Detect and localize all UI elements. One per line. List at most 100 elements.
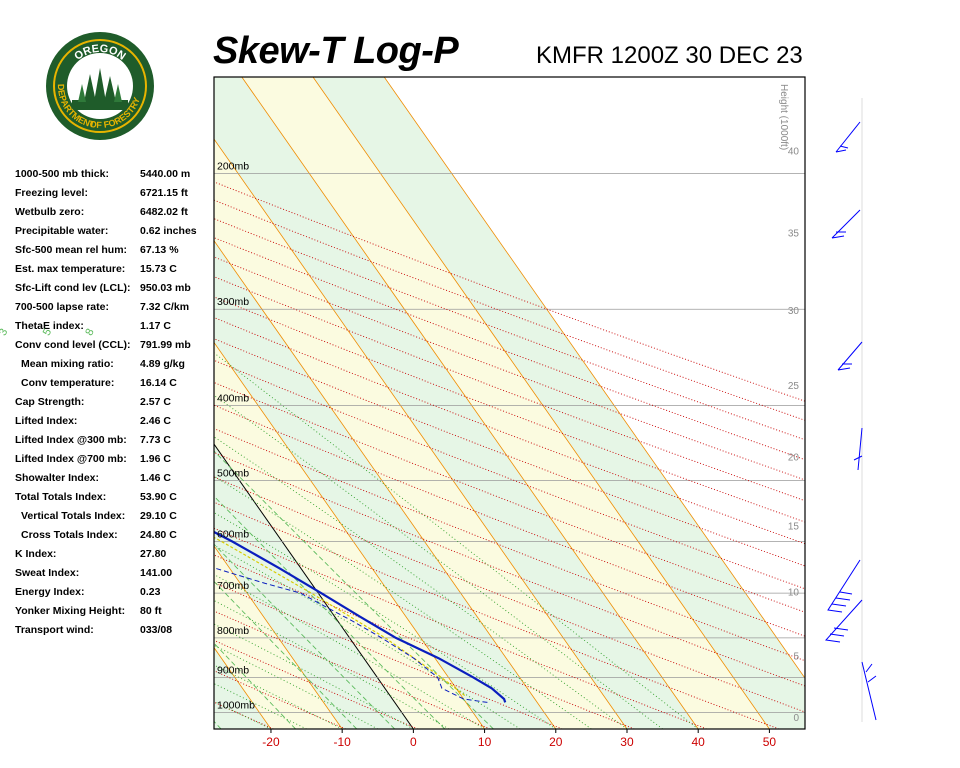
isotherm-line	[0, 77, 129, 729]
parameter-row: Energy Index: 0.23	[15, 586, 215, 605]
parameter-row: Transport wind: 033/08	[15, 624, 215, 643]
temperature-profile-line	[214, 530, 507, 703]
isotherm-line	[214, 341, 485, 729]
wind-barb-icon	[825, 599, 863, 643]
dry-adiabat-line	[214, 527, 707, 729]
dry-adiabat-line	[214, 451, 805, 687]
height-tick-label: 35	[788, 228, 800, 239]
parameter-row: Total Totals Index: 53.90 C	[15, 491, 215, 510]
parameter-label: Est. max temperature:	[15, 263, 126, 275]
parameter-row: Precipitable water: 0.62 inches	[15, 225, 215, 244]
parameter-label: Precipitable water:	[15, 225, 109, 237]
moist-adiabat-line	[214, 475, 592, 729]
parameter-value: 1.17 C	[140, 320, 171, 332]
height-tick-label: 25	[788, 381, 800, 392]
parameter-label: Cross Totals Index:	[21, 529, 118, 541]
parameter-value: 6721.15 ft	[140, 187, 188, 199]
parameter-value: 67.13 %	[140, 244, 179, 256]
parameter-row: Freezing level: 6721.15 ft	[15, 187, 215, 206]
logo-tree-icon	[78, 84, 86, 102]
parameter-label: Freezing level:	[15, 187, 88, 199]
pressure-label: 300mb	[217, 296, 249, 308]
parameter-label: Showalter Index:	[15, 472, 100, 484]
isotherm-band	[0, 77, 200, 729]
parameter-label: Sfc-Lift cond lev (LCL):	[15, 282, 131, 294]
dry-adiabat-line	[214, 317, 805, 545]
parameter-value: 0.62 inches	[140, 225, 197, 237]
height-tick-label: 0	[793, 713, 799, 724]
isotherm-line	[214, 240, 557, 729]
x-tick-label: 20	[549, 735, 563, 749]
isotherm-line	[214, 138, 628, 729]
parameter-value: 4.89 g/kg	[140, 358, 185, 370]
moist-adiabat-line	[214, 436, 628, 729]
parameter-label: Wetbulb zero:	[15, 206, 85, 218]
sounding-parameters-table: 1000-500 mb thick: 5440.00 m Freezing leve…	[15, 168, 215, 643]
parameter-label: Conv cond level (CCL):	[15, 339, 131, 351]
isotherm-band	[241, 77, 770, 729]
pressure-label: 900mb	[217, 664, 249, 676]
height-tick-label: 15	[788, 521, 800, 532]
parameter-value: 791.99 mb	[140, 339, 191, 351]
pressure-label: 500mb	[217, 467, 249, 479]
pressure-label: 200mb	[217, 160, 249, 172]
dry-adiabat-line	[214, 181, 805, 402]
logo-tree-icon	[104, 76, 116, 102]
plot-frame	[213, 76, 806, 730]
pressure-label: 1000mb	[217, 700, 255, 712]
dry-adiabat-line	[214, 381, 805, 613]
parameter-value: 6482.02 ft	[140, 206, 188, 218]
parameter-label: 1000-500 mb thick:	[15, 168, 109, 180]
isotherm-band	[0, 77, 129, 729]
parameter-label: Cap Strength:	[15, 396, 85, 408]
logo-tree-icon	[114, 84, 122, 102]
pressure-label: 800mb	[217, 625, 249, 637]
parameter-row: Conv cond level (CCL): 791.99 mb	[15, 339, 215, 358]
parameter-value: 7.32 C/km	[140, 301, 190, 313]
parameter-value: 1.46 C	[140, 472, 171, 484]
wind-barb-icon	[831, 209, 861, 239]
mixing-ratio-label: 5	[41, 327, 54, 338]
height-tick-label: 10	[788, 588, 800, 599]
parameter-label: Energy Index:	[15, 586, 85, 598]
parameter-label: Yonker Mixing Height:	[15, 605, 126, 617]
parameter-row: Vertical Totals Index: 29.10 C	[15, 510, 215, 529]
parameter-label: Sfc-500 mean rel hum:	[15, 244, 128, 256]
parameter-label: Conv temperature:	[21, 377, 115, 389]
pressure-label: 700mb	[217, 580, 249, 592]
parameter-row: Est. max temperature: 15.73 C	[15, 263, 215, 282]
parameter-row: Sfc-Lift cond lev (LCL): 950.03 mb	[15, 282, 215, 301]
parameter-label: Lifted Index:	[15, 415, 78, 427]
logo-tree-icon	[94, 68, 106, 102]
mixing-ratio-line	[214, 642, 296, 729]
parameter-row: Cap Strength: 2.57 C	[15, 396, 215, 415]
parameter-row: Lifted Index: 2.46 C	[15, 415, 215, 434]
parameter-value: 80 ft	[140, 605, 162, 617]
parameter-label: Mean mixing ratio:	[21, 358, 114, 370]
parameter-row: Yonker Mixing Height: 80 ft	[15, 605, 215, 624]
parameter-label: Total Totals Index:	[15, 491, 107, 503]
isotherm-band	[312, 77, 805, 729]
parameter-label: 700-500 lapse rate:	[15, 301, 109, 313]
parameter-row: Wetbulb zero: 6482.02 ft	[15, 206, 215, 225]
mixing-ratio-label: 3	[0, 327, 10, 338]
parameter-value: 53.90 C	[140, 491, 177, 503]
station-time-label: KMFR 1200Z 30 DEC 23	[536, 42, 803, 69]
logo-ground	[72, 100, 128, 110]
wind-barb-panel	[825, 98, 877, 722]
parameter-value: 2.46 C	[140, 415, 171, 427]
zero-isotherm-line	[214, 443, 414, 729]
mixing-ratio-line	[214, 543, 396, 729]
height-tick-label: 40	[788, 147, 800, 158]
parameter-row: Sfc-500 mean rel hum: 67.13 %	[15, 244, 215, 263]
parameter-label: Sweat Index:	[15, 567, 80, 579]
parameter-label: K Index:	[15, 548, 57, 560]
wind-barb-icon	[853, 427, 863, 471]
parameter-value: 7.73 C	[140, 434, 171, 446]
moist-adiabat-line	[214, 352, 699, 729]
parameter-value: 950.03 mb	[140, 282, 191, 294]
parameter-value: 5440.00 m	[140, 168, 191, 180]
wind-barb-icon	[835, 121, 861, 153]
logo-text-top: OREGON	[72, 43, 127, 63]
